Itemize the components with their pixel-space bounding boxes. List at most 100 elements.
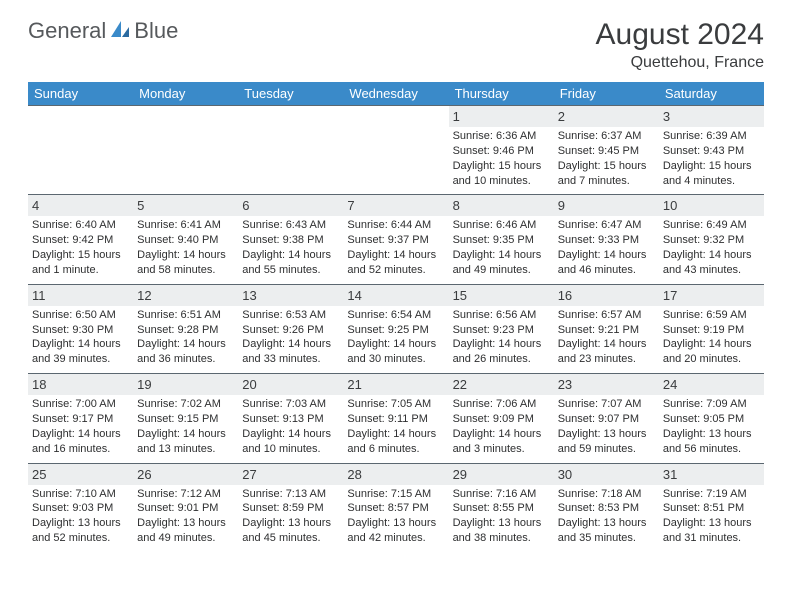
page-header: General Blue August 2024 Quettehou, Fran… [28,18,764,72]
sunrise-text: Sunrise: 7:12 AM [137,487,234,502]
day-cell [238,127,343,195]
daylight-text: Daylight: 13 hours and 31 minutes. [663,516,760,546]
daylight-text: Daylight: 15 hours and 7 minutes. [558,159,655,189]
page-title: August 2024 [596,18,764,52]
logo: General Blue [28,18,178,44]
logo-text-1: General [28,18,106,44]
day-number: 25 [28,463,133,485]
day-cell: Sunrise: 6:54 AMSunset: 9:25 PMDaylight:… [343,306,448,374]
sunrise-text: Sunrise: 7:15 AM [347,487,444,502]
day-number: 5 [133,195,238,217]
sunset-text: Sunset: 9:33 PM [558,233,655,248]
daynum-row: 45678910 [28,195,764,217]
day-number [133,106,238,128]
day-cell: Sunrise: 7:10 AMSunset: 9:03 PMDaylight:… [28,485,133,552]
sunset-text: Sunset: 9:15 PM [137,412,234,427]
day-cell: Sunrise: 7:09 AMSunset: 9:05 PMDaylight:… [659,395,764,463]
day-cell: Sunrise: 7:16 AMSunset: 8:55 PMDaylight:… [449,485,554,552]
sunset-text: Sunset: 9:01 PM [137,501,234,516]
daylight-text: Daylight: 13 hours and 42 minutes. [347,516,444,546]
day-number [343,106,448,128]
daylight-text: Daylight: 14 hours and 55 minutes. [242,248,339,278]
day-number: 24 [659,374,764,396]
day-number: 9 [554,195,659,217]
sunrise-text: Sunrise: 6:49 AM [663,218,760,233]
sunrise-text: Sunrise: 6:40 AM [32,218,129,233]
dow-thursday: Thursday [449,82,554,106]
sunrise-text: Sunrise: 7:18 AM [558,487,655,502]
day-number: 11 [28,284,133,306]
sunrise-text: Sunrise: 6:36 AM [453,129,550,144]
sunset-text: Sunset: 8:51 PM [663,501,760,516]
sunset-text: Sunset: 9:03 PM [32,501,129,516]
sunset-text: Sunset: 9:11 PM [347,412,444,427]
daynum-row: 11121314151617 [28,284,764,306]
day-number: 17 [659,284,764,306]
day-cell: Sunrise: 7:06 AMSunset: 9:09 PMDaylight:… [449,395,554,463]
sunrise-text: Sunrise: 6:39 AM [663,129,760,144]
day-number: 10 [659,195,764,217]
sunset-text: Sunset: 9:17 PM [32,412,129,427]
day-cell: Sunrise: 6:59 AMSunset: 9:19 PMDaylight:… [659,306,764,374]
daylight-text: Daylight: 14 hours and 43 minutes. [663,248,760,278]
sunrise-text: Sunrise: 6:37 AM [558,129,655,144]
sunset-text: Sunset: 9:42 PM [32,233,129,248]
day-cell: Sunrise: 6:40 AMSunset: 9:42 PMDaylight:… [28,216,133,284]
calendar-page: General Blue August 2024 Quettehou, Fran… [0,0,792,562]
daylight-text: Daylight: 14 hours and 13 minutes. [137,427,234,457]
sunrise-text: Sunrise: 7:00 AM [32,397,129,412]
day-number: 18 [28,374,133,396]
day-cell: Sunrise: 6:47 AMSunset: 9:33 PMDaylight:… [554,216,659,284]
sunset-text: Sunset: 9:07 PM [558,412,655,427]
daylight-text: Daylight: 14 hours and 16 minutes. [32,427,129,457]
sunset-text: Sunset: 9:43 PM [663,144,760,159]
sunset-text: Sunset: 9:28 PM [137,323,234,338]
daynum-row: 123 [28,106,764,128]
sunset-text: Sunset: 8:53 PM [558,501,655,516]
day-number [238,106,343,128]
day-cell [28,127,133,195]
day-cell: Sunrise: 7:02 AMSunset: 9:15 PMDaylight:… [133,395,238,463]
day-number: 30 [554,463,659,485]
sunset-text: Sunset: 9:35 PM [453,233,550,248]
daylight-text: Daylight: 14 hours and 46 minutes. [558,248,655,278]
day-number: 23 [554,374,659,396]
page-subtitle: Quettehou, France [596,54,764,72]
sunset-text: Sunset: 9:09 PM [453,412,550,427]
sunset-text: Sunset: 9:23 PM [453,323,550,338]
calendar-table: Sunday Monday Tuesday Wednesday Thursday… [28,82,764,552]
day-content-row: Sunrise: 6:36 AMSunset: 9:46 PM Daylight:… [28,127,764,195]
sunset-text: Sunset: 9:13 PM [242,412,339,427]
sunrise-text: Sunrise: 6:41 AM [137,218,234,233]
sunrise-text: Sunrise: 6:57 AM [558,308,655,323]
day-cell: Sunrise: 7:19 AMSunset: 8:51 PMDaylight:… [659,485,764,552]
sunset-text: Sunset: 8:55 PM [453,501,550,516]
sunrise-text: Sunrise: 6:59 AM [663,308,760,323]
daylight-text: Daylight: 14 hours and 3 minutes. [453,427,550,457]
daylight-text: Daylight: 14 hours and 6 minutes. [347,427,444,457]
day-cell: Sunrise: 7:18 AMSunset: 8:53 PMDaylight:… [554,485,659,552]
daynum-row: 25262728293031 [28,463,764,485]
sunset-text: Sunset: 9:30 PM [32,323,129,338]
sunrise-text: Sunrise: 7:19 AM [663,487,760,502]
sunrise-text: Sunrise: 6:56 AM [453,308,550,323]
daylight-text: Daylight: 14 hours and 26 minutes. [453,337,550,367]
day-number: 29 [449,463,554,485]
sunrise-text: Sunrise: 7:06 AM [453,397,550,412]
day-content-row: Sunrise: 7:00 AMSunset: 9:17 PMDaylight:… [28,395,764,463]
day-number: 22 [449,374,554,396]
day-number: 13 [238,284,343,306]
sunset-text: Sunset: 9:46 PM [453,144,550,159]
sunrise-text: Sunrise: 6:46 AM [453,218,550,233]
daylight-text: Daylight: 13 hours and 45 minutes. [242,516,339,546]
day-number: 3 [659,106,764,128]
daylight-text: Daylight: 13 hours and 49 minutes. [137,516,234,546]
daylight-text: Daylight: 14 hours and 10 minutes. [242,427,339,457]
day-cell: Sunrise: 7:13 AMSunset: 8:59 PMDaylight:… [238,485,343,552]
day-cell: Sunrise: 6:57 AMSunset: 9:21 PMDaylight:… [554,306,659,374]
day-number [28,106,133,128]
sunrise-text: Sunrise: 6:51 AM [137,308,234,323]
sunrise-text: Sunrise: 6:44 AM [347,218,444,233]
day-cell: Sunrise: 6:56 AMSunset: 9:23 PMDaylight:… [449,306,554,374]
day-number: 27 [238,463,343,485]
